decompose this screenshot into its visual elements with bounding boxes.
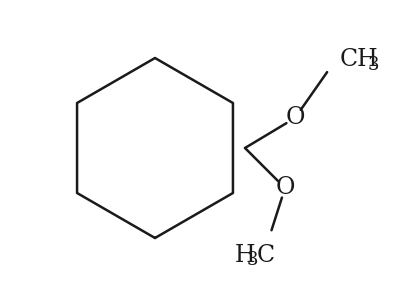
- Text: O: O: [275, 176, 295, 200]
- Text: C: C: [257, 244, 275, 266]
- Text: H: H: [235, 244, 256, 266]
- Text: 3: 3: [368, 56, 380, 74]
- Text: CH: CH: [340, 49, 379, 71]
- Text: O: O: [285, 106, 305, 130]
- Text: 3: 3: [247, 251, 258, 269]
